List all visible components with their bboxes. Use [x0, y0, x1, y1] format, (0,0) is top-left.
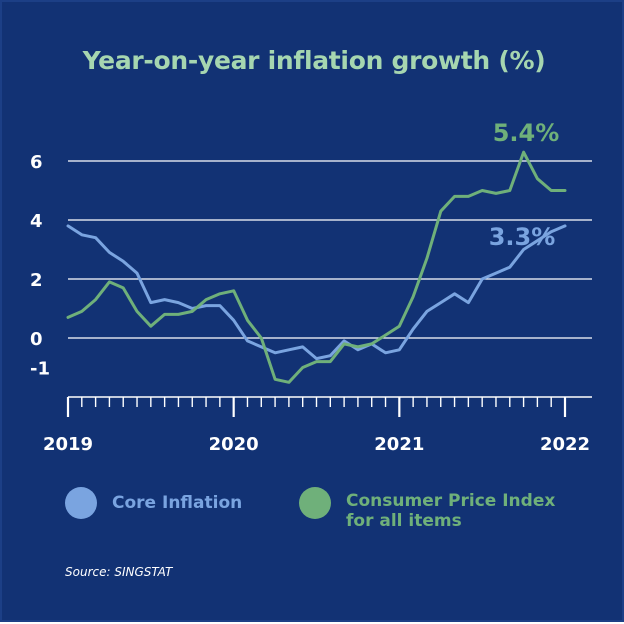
legend-core-inflation-label: Core Inflation: [112, 493, 243, 513]
legend-cpi-label: Consumer Price Index for all items: [346, 491, 556, 531]
x-tick-label: 2022: [540, 434, 590, 455]
legend-core-inflation: Core Inflation: [65, 487, 242, 519]
series-line-0: [66, 224, 567, 361]
legend-core-inflation-swatch: [65, 487, 97, 519]
end-value-label: 5.4%: [493, 119, 560, 147]
x-tick-label: 2019: [43, 434, 93, 455]
y-tick-label: -1: [30, 359, 50, 380]
source-note: Source: SINGSTAT: [65, 565, 173, 579]
y-tick-label: 4: [30, 211, 43, 232]
series-line-1: [66, 150, 567, 384]
legend-cpi: Consumer Price Index for all items: [299, 487, 555, 531]
x-tick-label: 2021: [374, 434, 424, 455]
y-tick-label: 0: [30, 329, 43, 350]
x-tick-label: 2020: [209, 434, 259, 455]
legend-cpi-swatch: [299, 487, 331, 519]
end-value-label: 3.3%: [489, 223, 556, 251]
y-tick-label: 6: [30, 152, 43, 173]
chart-title: Year-on-year inflation growth (%): [82, 46, 546, 75]
y-tick-label: 2: [30, 270, 43, 291]
